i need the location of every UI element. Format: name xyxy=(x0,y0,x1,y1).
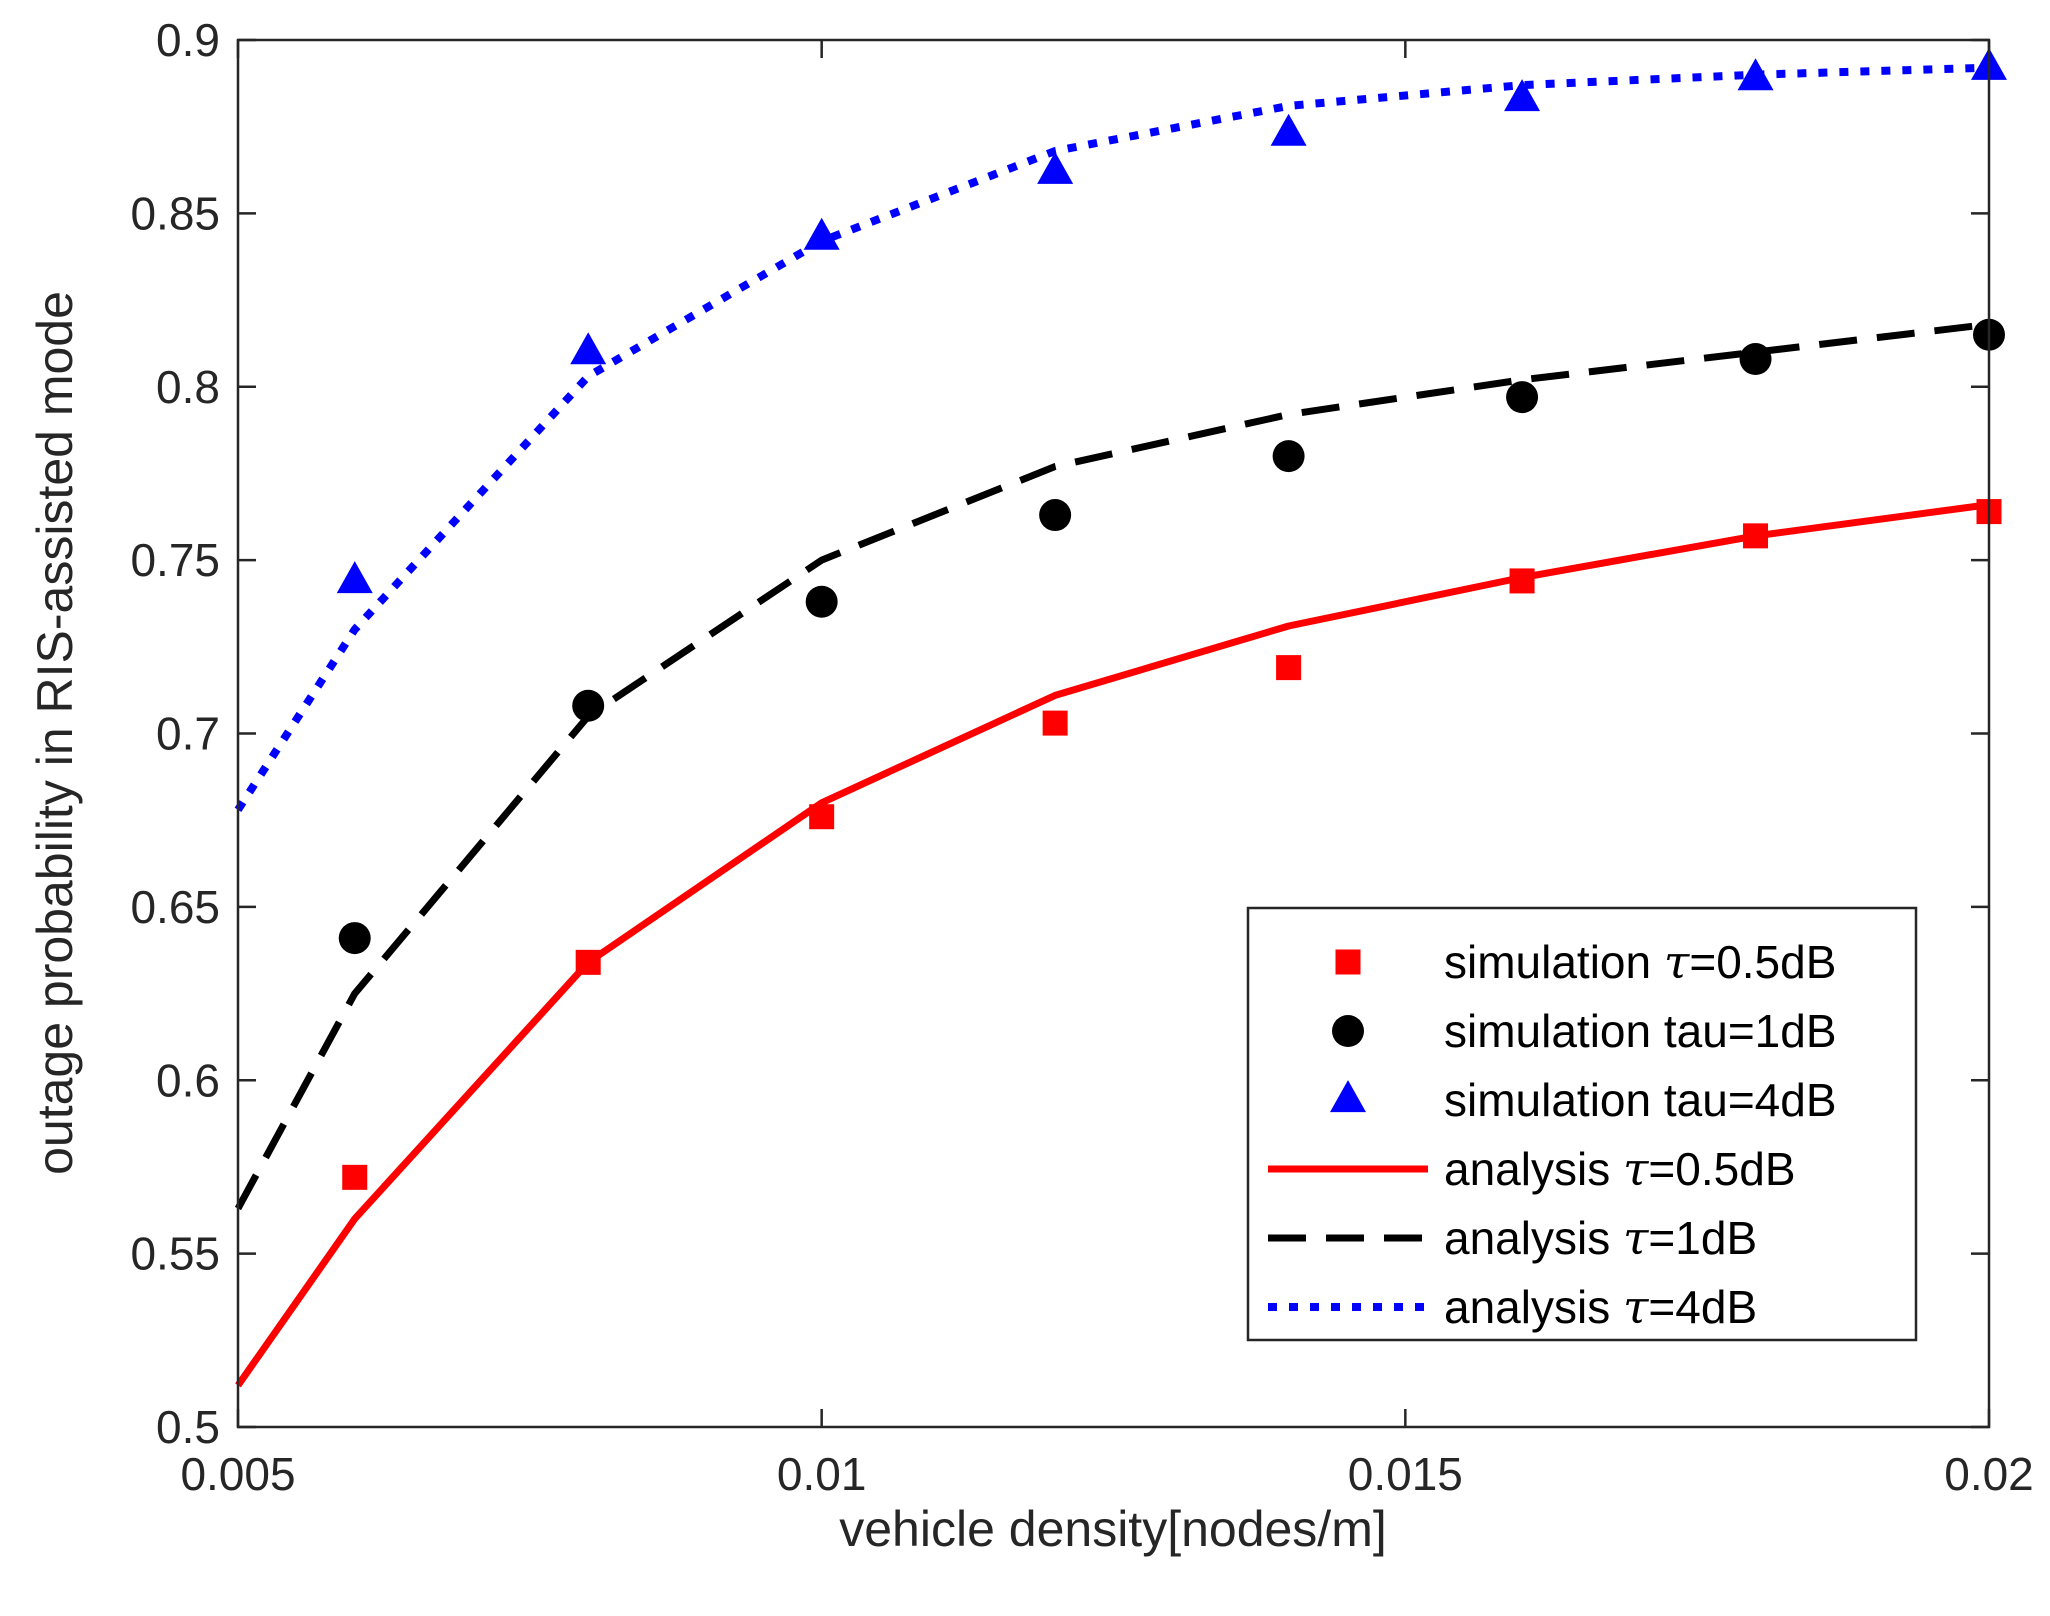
legend-entry-ana-4: analysis τ=4dB xyxy=(1268,1280,1757,1334)
data-point-sim-05 xyxy=(1743,523,1769,549)
y-tick-label: 0.6 xyxy=(156,1054,220,1106)
series-line-ana-4 xyxy=(234,63,1990,812)
legend-label-ana-4: analysis τ=4dB xyxy=(1444,1280,1757,1334)
x-axis-label: vehicle density[nodes/m] xyxy=(839,1501,1387,1557)
data-point-sim-4 xyxy=(1037,151,1074,184)
data-point-sim-05 xyxy=(342,1164,368,1190)
series-markers-sim-05 xyxy=(342,499,2002,1190)
legend-label-sim-05: simulation τ=0.5dB xyxy=(1444,935,1836,989)
series-line-ana-1 xyxy=(234,320,1990,1211)
data-point-sim-05 xyxy=(1042,710,1068,736)
y-axis-label: outage probability in RIS-assisted mode xyxy=(27,291,83,1175)
data-point-sim-1 xyxy=(805,585,838,618)
legend-entry-sim-1: simulation tau=1dB xyxy=(1332,1005,1837,1057)
data-point-sim-05 xyxy=(1509,568,1535,594)
plot-area xyxy=(234,47,2007,1388)
data-point-sim-4 xyxy=(1270,113,1307,146)
x-tick-label: 0.01 xyxy=(777,1448,867,1500)
legend-entry-ana-05: analysis τ=0.5dB xyxy=(1268,1142,1796,1196)
legend-label-ana-1: analysis τ=1dB xyxy=(1444,1211,1757,1265)
legend-entry-sim-05: simulation τ=0.5dB xyxy=(1335,935,1836,989)
data-point-sim-4 xyxy=(570,332,607,365)
legend-entry-ana-1: analysis τ=1dB xyxy=(1268,1211,1757,1265)
data-point-sim-4 xyxy=(336,561,373,594)
legend-entry-sim-4: simulation tau=4dB xyxy=(1330,1074,1837,1126)
data-point-sim-05 xyxy=(809,804,835,830)
data-point-sim-1 xyxy=(1272,440,1305,473)
data-point-sim-4 xyxy=(1504,79,1541,112)
data-point-sim-1 xyxy=(1506,381,1539,414)
data-point-sim-05 xyxy=(575,949,601,975)
legend-marker-sim-05 xyxy=(1335,949,1361,975)
series-markers-sim-4 xyxy=(336,47,2007,594)
data-point-sim-4 xyxy=(803,217,840,250)
y-tick-label: 0.9 xyxy=(156,14,220,66)
data-point-sim-1 xyxy=(1039,499,1072,532)
data-point-sim-05 xyxy=(1276,655,1302,681)
series-line-ana-05 xyxy=(235,501,1990,1388)
y-tick-label: 0.8 xyxy=(156,361,220,413)
y-tick-label: 0.85 xyxy=(130,187,220,239)
y-tick-label: 0.75 xyxy=(130,534,220,586)
data-point-sim-1 xyxy=(572,689,605,722)
y-axis-ticks: 0.5 0.55 0.6 0.65 0.7 0.75 0.8 0.85 0.9 xyxy=(130,14,1989,1453)
x-tick-label: 0.02 xyxy=(1944,1448,2034,1500)
legend-box xyxy=(1246,906,1918,1342)
legend-marker-sim-1 xyxy=(1332,1015,1364,1047)
y-tick-label: 0.65 xyxy=(130,881,220,933)
data-point-sim-1 xyxy=(1739,343,1772,376)
data-point-sim-1 xyxy=(338,922,371,955)
legend-label-ana-05: analysis τ=0.5dB xyxy=(1444,1142,1796,1196)
x-axis-ticks: 0.005 0.01 0.015 0.02 xyxy=(180,40,2034,1500)
legend-label-sim-1: simulation tau=1dB xyxy=(1444,1005,1837,1057)
y-tick-label: 0.5 xyxy=(156,1401,220,1453)
legend-marker-sim-4 xyxy=(1330,1080,1366,1113)
legend-label-sim-4: simulation tau=4dB xyxy=(1444,1074,1837,1126)
series-markers-sim-1 xyxy=(338,318,2005,955)
y-tick-label: 0.55 xyxy=(130,1228,220,1280)
x-tick-label: 0.005 xyxy=(180,1448,295,1500)
y-tick-label: 0.7 xyxy=(156,708,220,760)
x-tick-label: 0.015 xyxy=(1348,1448,1463,1500)
legend: simulation τ=0.5dB simulation tau=1dB simu… xyxy=(1246,906,1918,1342)
data-point-sim-4 xyxy=(1737,58,1774,91)
